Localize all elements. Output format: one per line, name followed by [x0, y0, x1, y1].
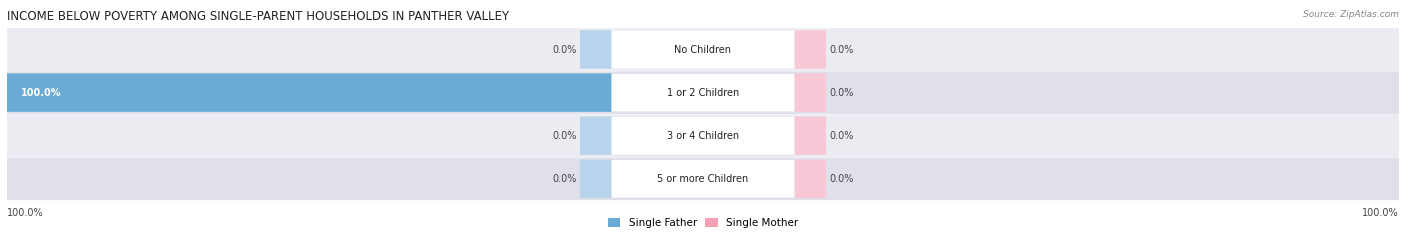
- Text: 3 or 4 Children: 3 or 4 Children: [666, 131, 740, 141]
- Text: Source: ZipAtlas.com: Source: ZipAtlas.com: [1303, 10, 1399, 20]
- FancyBboxPatch shape: [794, 30, 827, 69]
- FancyBboxPatch shape: [7, 28, 1399, 71]
- FancyBboxPatch shape: [794, 160, 827, 198]
- Text: No Children: No Children: [675, 45, 731, 55]
- FancyBboxPatch shape: [612, 74, 794, 111]
- FancyBboxPatch shape: [7, 73, 612, 112]
- Text: 0.0%: 0.0%: [553, 45, 576, 55]
- FancyBboxPatch shape: [612, 117, 794, 154]
- Text: INCOME BELOW POVERTY AMONG SINGLE-PARENT HOUSEHOLDS IN PANTHER VALLEY: INCOME BELOW POVERTY AMONG SINGLE-PARENT…: [7, 10, 509, 24]
- FancyBboxPatch shape: [579, 116, 612, 155]
- Text: 5 or more Children: 5 or more Children: [658, 174, 748, 184]
- Text: 100.0%: 100.0%: [21, 88, 62, 98]
- Text: 0.0%: 0.0%: [830, 131, 853, 141]
- FancyBboxPatch shape: [794, 116, 827, 155]
- Text: 0.0%: 0.0%: [553, 174, 576, 184]
- Text: 0.0%: 0.0%: [830, 174, 853, 184]
- FancyBboxPatch shape: [579, 30, 612, 69]
- Text: 0.0%: 0.0%: [553, 131, 576, 141]
- Text: 0.0%: 0.0%: [830, 88, 853, 98]
- Text: 0.0%: 0.0%: [830, 45, 853, 55]
- FancyBboxPatch shape: [612, 160, 794, 198]
- FancyBboxPatch shape: [612, 31, 794, 68]
- FancyBboxPatch shape: [7, 114, 1399, 157]
- FancyBboxPatch shape: [579, 160, 612, 198]
- FancyBboxPatch shape: [7, 158, 1399, 200]
- Legend: Single Father, Single Mother: Single Father, Single Mother: [607, 218, 799, 228]
- Text: 100.0%: 100.0%: [1362, 208, 1399, 218]
- FancyBboxPatch shape: [7, 71, 1399, 114]
- Text: 100.0%: 100.0%: [7, 208, 44, 218]
- FancyBboxPatch shape: [794, 73, 827, 112]
- Text: 1 or 2 Children: 1 or 2 Children: [666, 88, 740, 98]
